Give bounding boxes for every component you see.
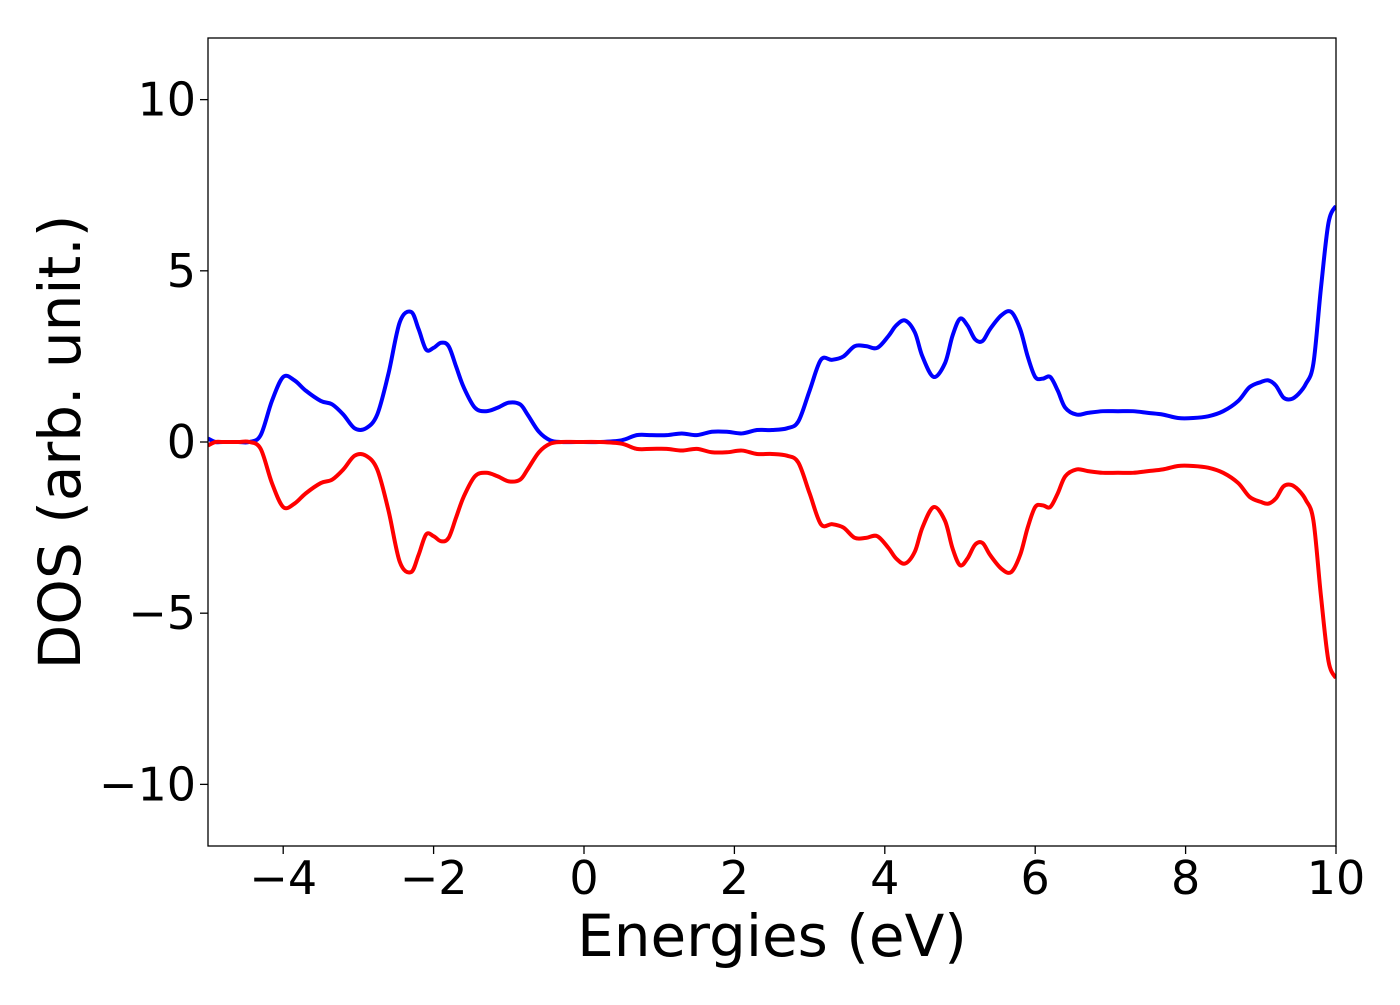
plot-frame: [207, 37, 1337, 847]
series-line-2: [208, 439, 1336, 680]
x-axis-label: Energies (eV): [577, 902, 967, 970]
x-tick-label: 8: [1171, 851, 1200, 905]
y-tick-label: −10: [99, 757, 196, 811]
y-axis-label: DOS (arb. unit.): [26, 215, 94, 670]
series-layer: [208, 204, 1336, 680]
x-tick-label: 2: [720, 851, 749, 905]
x-tick-label: −2: [400, 851, 468, 905]
y-tick-label: 10: [137, 73, 196, 127]
y-axis-ticks: 10 5 0 −5 −10: [99, 73, 208, 811]
x-tick-label: 6: [1021, 851, 1050, 905]
series-line-1: [208, 204, 1336, 445]
x-axis-ticks: −4 −2 0 2 4 6 8 10: [249, 846, 1365, 905]
x-tick-label: 4: [870, 851, 899, 905]
y-tick-label: 0: [167, 415, 196, 469]
y-tick-label: −5: [128, 586, 196, 640]
x-tick-label: 10: [1307, 851, 1366, 905]
x-tick-label: −4: [249, 851, 317, 905]
y-tick-label: 5: [167, 244, 196, 298]
x-tick-label: 0: [569, 851, 598, 905]
